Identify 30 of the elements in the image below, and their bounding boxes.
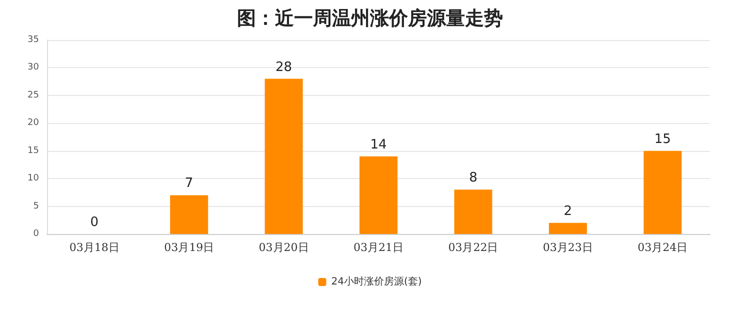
x-tick-label: 03月22日 xyxy=(448,241,498,254)
bar xyxy=(644,150,682,234)
x-tick-label: 03月24日 xyxy=(638,241,688,254)
chart-title: 图：近一周温州涨价房源量走势 xyxy=(237,8,503,30)
y-tick-label: 0 xyxy=(33,229,40,239)
bar xyxy=(548,222,587,234)
data-label: 15 xyxy=(654,132,671,147)
bar xyxy=(454,190,492,234)
data-label: 0 xyxy=(90,215,98,230)
data-label: 28 xyxy=(276,60,292,75)
y-tick-label: 20 xyxy=(28,118,40,128)
data-label: 14 xyxy=(370,137,387,152)
data-label: 7 xyxy=(184,176,194,192)
x-tick-label: 03月21日 xyxy=(354,241,404,254)
y-tick-label: 35 xyxy=(28,35,39,45)
x-tick-label: 03月18日 xyxy=(69,241,120,254)
data-label: 2 xyxy=(564,204,572,219)
x-tick-label: 03月20日 xyxy=(258,241,309,254)
x-tick-label: 03月19日 xyxy=(164,241,214,254)
data-label: 8 xyxy=(469,170,478,186)
bar xyxy=(170,195,208,234)
bar xyxy=(264,78,303,234)
y-tick-label: 25 xyxy=(28,90,39,100)
y-tick-label: 15 xyxy=(28,146,39,156)
x-tick-label: 03月23日 xyxy=(542,241,593,254)
legend-label: 24小时涨价房源(套) xyxy=(331,276,422,288)
bar xyxy=(360,156,398,234)
y-tick-label: 5 xyxy=(33,201,39,212)
y-tick-label: 30 xyxy=(28,62,40,73)
y-tick-label: 10 xyxy=(28,174,40,184)
